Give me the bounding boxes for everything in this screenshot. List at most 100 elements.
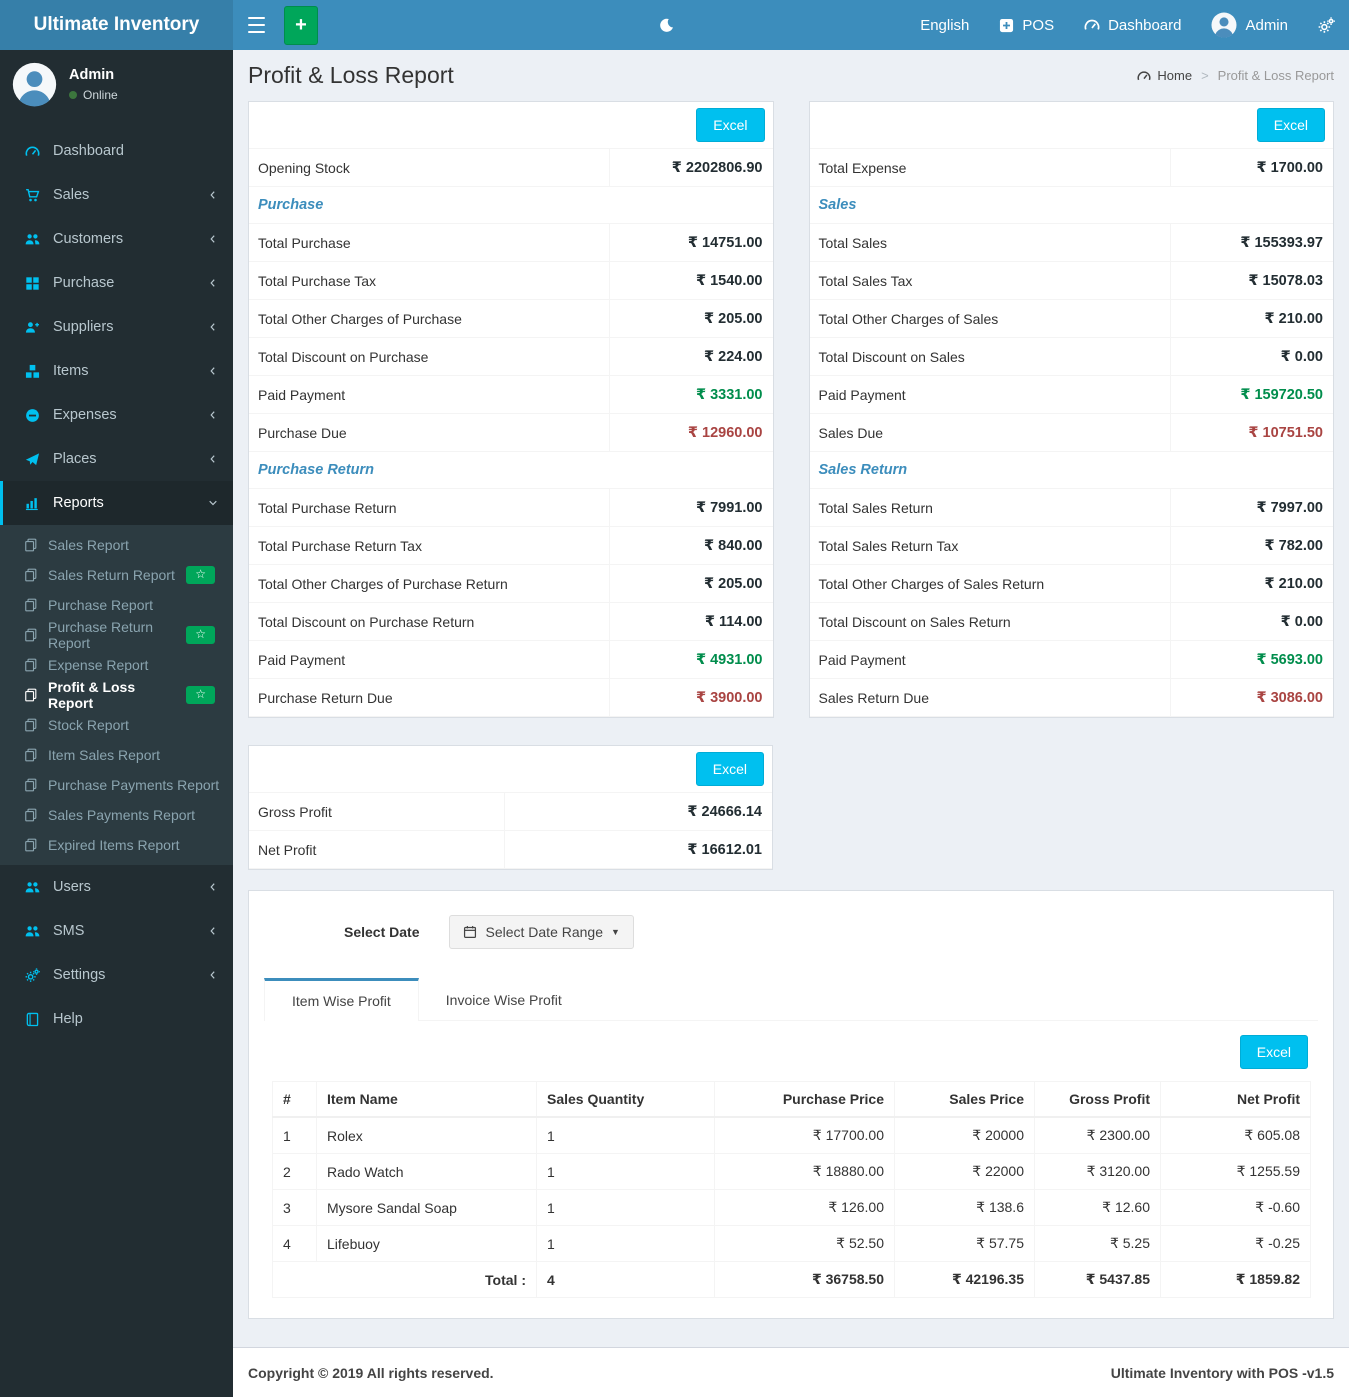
main-content: Profit & Loss Report Home > Profit & Los…: [233, 50, 1349, 1347]
row-label: Total Sales Return Tax: [810, 527, 1171, 564]
submenu-item-label: Sales Payments Report: [48, 807, 196, 823]
excel-export-button[interactable]: Excel: [696, 108, 765, 142]
row-value: ₹ 16612.01: [687, 841, 762, 858]
quick-add-button[interactable]: +: [284, 5, 318, 45]
panel-toolbar: Excel: [809, 102, 1333, 149]
cell: ₹ 20000: [894, 1116, 1035, 1154]
cell: ₹ 17700.00: [714, 1116, 895, 1154]
row-label: Total Other Charges of Purchase: [249, 300, 611, 337]
excel-export-button[interactable]: Excel: [1256, 108, 1325, 142]
chevron-left-icon: [207, 453, 219, 465]
submenu-item-purchase-report[interactable]: Purchase Report: [0, 590, 233, 620]
report-row-purchase-due: Purchase Due ₹ 12960.00: [249, 414, 773, 452]
cell: ₹ 605.08: [1160, 1116, 1311, 1154]
sidebar-item-sms[interactable]: SMS: [0, 909, 233, 953]
sidebar-item-expenses[interactable]: Expenses: [0, 393, 233, 437]
chevron-down-icon: [207, 497, 219, 509]
purchase-summary-panel: Excel Opening Stock ₹ 2202806.90 Purchase T…: [248, 101, 774, 718]
row-label: Total Discount on Sales: [810, 338, 1171, 375]
copy-icon: [24, 838, 38, 852]
report-row-total-other-charges-of-sales: Total Other Charges of Sales ₹ 210.00: [809, 300, 1333, 338]
shopping-cart-icon: [25, 188, 42, 203]
column-header-net-profit: Net Profit: [1160, 1081, 1311, 1118]
row-label: Total Purchase: [249, 224, 611, 261]
report-row-total-sales: Total Sales ₹ 155393.97: [809, 224, 1333, 262]
submenu-item-label: Item Sales Report: [48, 747, 161, 763]
navbar-main: + English POS Dashboard Admin: [233, 0, 1349, 50]
copy-icon: [24, 568, 38, 582]
excel-export-button[interactable]: Excel: [1239, 1035, 1308, 1069]
user-plus-icon: [25, 320, 42, 335]
cell: 1: [536, 1116, 715, 1154]
report-row-total-expense: Total Expense ₹ 1700.00: [809, 149, 1333, 187]
grid-icon: [25, 276, 42, 291]
submenu-item-sales-payments-report[interactable]: Sales Payments Report: [0, 800, 233, 830]
cell: Rado Watch: [316, 1153, 537, 1190]
report-row-total-other-charges-of-sales-return: Total Other Charges of Sales Return ₹ 210…: [809, 565, 1333, 603]
submenu-item-profit-loss-report[interactable]: Profit & Loss Report ☆: [0, 679, 233, 711]
brand-logo[interactable]: Ultimate Inventory: [0, 0, 233, 50]
settings-menu[interactable]: [1318, 16, 1335, 34]
submenu-item-sales-report[interactable]: Sales Report: [0, 530, 233, 560]
sidebar-item-reports[interactable]: Reports: [0, 481, 233, 525]
submenu-item-label: Purchase Payments Report: [48, 777, 220, 793]
excel-export-button[interactable]: Excel: [695, 752, 764, 786]
sidebar-toggle-icon[interactable]: [233, 0, 279, 50]
sidebar-item-users[interactable]: Users: [0, 865, 233, 909]
sidebar-item-help[interactable]: Help: [0, 997, 233, 1041]
tab-item-wise-profit[interactable]: Item Wise Profit: [264, 978, 419, 1021]
dark-mode-moon-icon[interactable]: [659, 0, 674, 50]
row-value: ₹ 10751.50: [1248, 424, 1323, 441]
star-badge: ☆: [186, 625, 215, 645]
report-row-gross-profit: Gross Profit ₹ 24666.14: [249, 793, 772, 831]
sidebar-item-settings[interactable]: Settings: [0, 953, 233, 997]
breadcrumb-home-link[interactable]: Home: [1137, 68, 1192, 83]
submenu-item-label: Sales Report: [48, 537, 129, 553]
version-text: Ultimate Inventory with POS -v1.5: [1110, 1364, 1334, 1381]
chevron-left-icon: [207, 881, 219, 893]
row-value: ₹ 159720.50: [1240, 386, 1323, 403]
report-row-total-discount-on-sales-return: Total Discount on Sales Return ₹ 0.00: [809, 603, 1333, 641]
dashboard-link[interactable]: Dashboard: [1084, 17, 1181, 34]
submenu-item-item-sales-report[interactable]: Item Sales Report: [0, 740, 233, 770]
row-value: ₹ 205.00: [704, 575, 763, 592]
chevron-left-icon: [207, 365, 219, 377]
row-label: Total Purchase Return Tax: [249, 527, 611, 564]
row-value: ₹ 3086.00: [1256, 689, 1323, 706]
column-header-: #: [272, 1081, 317, 1118]
submenu-item-sales-return-report[interactable]: Sales Return Report ☆: [0, 560, 233, 590]
date-range-button[interactable]: Select Date Range ▼: [449, 915, 634, 949]
cell: ₹ 1255.59: [1160, 1153, 1311, 1190]
sidebar-item-customers[interactable]: Customers: [0, 217, 233, 261]
submenu-item-stock-report[interactable]: Stock Report: [0, 710, 233, 740]
sidebar-item-label: Suppliers: [53, 319, 114, 335]
user-menu[interactable]: Admin: [1211, 12, 1288, 38]
tab-invoice-wise-profit[interactable]: Invoice Wise Profit: [445, 992, 562, 1008]
pos-link[interactable]: POS: [999, 17, 1054, 34]
sidebar-item-items[interactable]: Items: [0, 349, 233, 393]
sidebar-item-suppliers[interactable]: Suppliers: [0, 305, 233, 349]
row-value: ₹ 1700.00: [1256, 159, 1323, 176]
pos-label: POS: [1022, 16, 1055, 34]
language-menu[interactable]: English: [920, 17, 969, 34]
sidebar-item-purchase[interactable]: Purchase: [0, 261, 233, 305]
submenu-item-expense-report[interactable]: Expense Report: [0, 650, 233, 680]
sidebar-item-sales[interactable]: Sales: [0, 173, 233, 217]
total-cell: 4: [536, 1261, 715, 1298]
users-icon: [25, 880, 42, 895]
sidebar-item-dashboard[interactable]: Dashboard: [0, 129, 233, 173]
row-value: ₹ 782.00: [1264, 537, 1323, 554]
submenu-item-purchase-return-report[interactable]: Purchase Return Report ☆: [0, 619, 233, 651]
copy-icon: [24, 718, 38, 732]
chevron-left-icon: [207, 189, 219, 201]
sidebar-item-places[interactable]: Places: [0, 437, 233, 481]
report-row-total-purchase-return: Total Purchase Return ₹ 7991.00: [249, 489, 773, 527]
submenu-item-expired-items-report[interactable]: Expired Items Report: [0, 830, 233, 860]
cell: 1: [536, 1189, 715, 1226]
copy-icon: [24, 688, 38, 702]
sidebar-item-label: Dashboard: [53, 143, 124, 159]
submenu-item-label: Expired Items Report: [48, 837, 180, 853]
report-row-total-purchase-tax: Total Purchase Tax ₹ 1540.00: [249, 262, 773, 300]
row-value: ₹ 7991.00: [695, 499, 763, 516]
submenu-item-purchase-payments-report[interactable]: Purchase Payments Report: [0, 770, 233, 800]
